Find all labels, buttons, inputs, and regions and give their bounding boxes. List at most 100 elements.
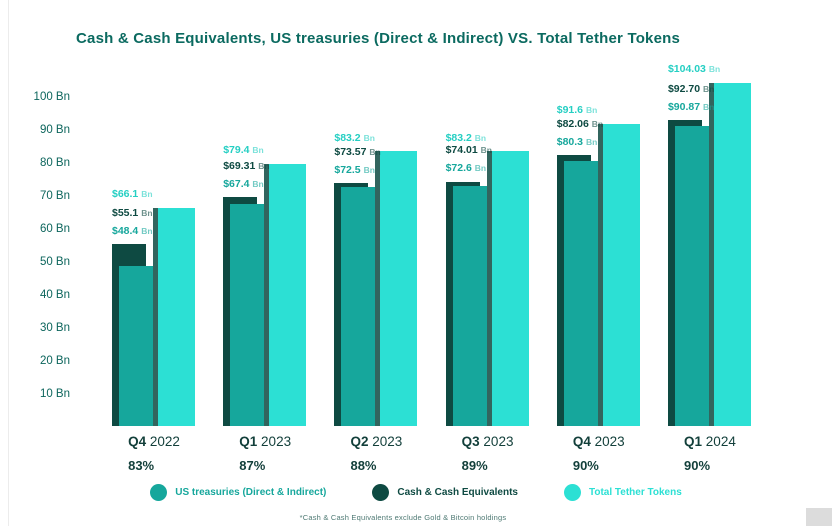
x-axis-label-inner: Q4 2023 90%	[573, 434, 625, 473]
value-label-treasuries: $72.6 Bn	[445, 162, 487, 175]
value-label-cash: $73.57 Bn	[334, 145, 381, 158]
y-tick-30: 30 Bn	[39, 322, 70, 334]
unit-label: Bn	[369, 146, 381, 157]
x-axis-label-inner: Q1 2023 87%	[239, 434, 291, 473]
bar-us-treasuries	[230, 203, 265, 426]
unit-label: Bn	[141, 189, 153, 200]
x-axis-label: Q1 2023 87%	[223, 434, 307, 473]
y-tick-10: 10 Bn	[39, 388, 70, 400]
unit-label: Bn	[591, 118, 604, 129]
value-label-treasuries: $72.5 Bn	[334, 163, 375, 176]
unit-label: Bn	[585, 105, 598, 116]
quarter-label: Q1 2024	[684, 434, 736, 449]
y-tick-60: 60 Bn	[39, 223, 70, 235]
quarter-label: Q1 2023	[239, 434, 292, 449]
footnote: *Cash & Cash Equivalents exclude Gold & …	[299, 513, 507, 522]
bar-group-q4-2023: $91.6 Bn $82.06 Bn $80.3 Bn Q4 2023 90%	[556, 80, 641, 473]
unit-label: Bn	[363, 164, 375, 175]
bar-group-q3-2023: $83.2 Bn $74.01 Bn $72.6 Bn Q3 2023 89%	[445, 80, 530, 473]
value-label-cash: $69.31 Bn	[223, 159, 270, 172]
unit-label: Bn	[702, 101, 715, 112]
value-label-treasuries: $90.87 Bn	[667, 100, 715, 113]
bar-total-tether-tokens	[380, 151, 418, 426]
bar-us-treasuries	[452, 186, 487, 426]
value-label-tether: $91.6 Bn	[556, 104, 598, 117]
x-axis-label: Q2 2023 88%	[334, 434, 418, 473]
y-axis: 10 Bn 20 Bn 30 Bn 40 Bn 50 Bn 60 Bn 70 Bn 80 Bn…	[0, 80, 70, 426]
quarter-label: Q4 2022	[128, 434, 180, 449]
y-tick-80: 80 Bn	[39, 157, 70, 169]
value-label-cash: $55.1 Bn	[112, 206, 153, 219]
x-axis-label: Q1 2024 90%	[668, 434, 752, 473]
percent-label: 83%	[128, 458, 155, 473]
y-tick-50: 50 Bn	[39, 256, 70, 268]
value-label-tether: $79.4 Bn	[223, 144, 264, 157]
bar-total-tether-tokens	[269, 163, 307, 426]
legend-dot-cash	[372, 484, 390, 501]
unit-label: Bn	[363, 132, 375, 143]
bar-us-treasuries	[119, 266, 153, 426]
y-tick-70: 70 Bn	[39, 190, 70, 202]
percent-label: 87%	[239, 458, 266, 473]
legend-dot-treasuries	[150, 484, 168, 501]
bar-us-treasuries	[563, 161, 598, 426]
bar-group-q4-2022: $66.1 Bn $55.1 Bn $48.4 Bn Q4 2022 83%	[112, 80, 196, 473]
x-axis-label: Q3 2023 89%	[446, 434, 530, 473]
unit-label: Bn	[141, 225, 153, 236]
percent-label: 90%	[572, 458, 599, 473]
legend: US treasuries (Direct & Indirect) Cash &…	[0, 484, 832, 501]
bar-us-treasuries	[674, 126, 709, 426]
bar-us-treasuries	[341, 186, 376, 426]
x-axis-label-inner: Q2 2023 88%	[350, 434, 402, 473]
quarter-label: Q2 2023	[350, 434, 403, 449]
legend-dot-tether	[563, 484, 581, 501]
bar-total-tether-tokens	[602, 123, 640, 426]
unit-label: Bn	[708, 64, 721, 75]
value-label-cash: $82.06 Bn	[556, 117, 604, 130]
value-label-treasuries: $80.3 Bn	[556, 135, 598, 148]
legend-item-tether: Total Tether Tokens	[563, 484, 682, 501]
value-label-treasuries: $67.4 Bn	[223, 177, 264, 190]
y-tick-20: 20 Bn	[39, 355, 70, 367]
percent-label: 89%	[461, 458, 488, 473]
x-axis-label-inner: Q1 2024 90%	[684, 434, 736, 473]
unit-label: Bn	[252, 178, 264, 189]
value-label-tether: $66.1 Bn	[112, 188, 153, 201]
value-label-tether: $83.2 Bn	[334, 131, 375, 144]
y-tick-100: 100 Bn	[33, 91, 70, 103]
x-axis-label: Q4 2022 83%	[112, 434, 196, 473]
unit-label: Bn	[258, 160, 270, 171]
legend-item-treasuries: US treasuries (Direct & Indirect)	[150, 484, 326, 501]
y-tick-90: 90 Bn	[39, 124, 70, 136]
bar-total-tether-tokens	[158, 207, 195, 426]
unit-label: Bn	[252, 145, 264, 156]
bar-total-tether-tokens	[713, 82, 751, 426]
percent-label: 90%	[684, 458, 711, 473]
quarter-label: Q3 2023	[461, 434, 514, 449]
value-label-tether: $104.03 Bn	[667, 63, 721, 76]
value-label-treasuries: $48.4 Bn	[112, 224, 153, 237]
value-label-cash: $92.70 Bn	[667, 82, 715, 95]
bar-group-q1-2024: $104.03 Bn $92.70 Bn $90.87 Bn Q1 2024 90%	[667, 64, 752, 473]
bar-group-q1-2023: $79.4 Bn $69.31 Bn $67.4 Bn Q1 2023 87%	[223, 80, 307, 473]
unit-label: Bn	[702, 83, 715, 94]
x-axis-label: Q4 2023 90%	[557, 434, 641, 473]
percent-label: 88%	[350, 458, 377, 473]
y-tick-40: 40 Bn	[39, 289, 70, 301]
quarter-label: Q4 2023	[572, 434, 625, 449]
legend-label-tether: Total Tether Tokens	[588, 487, 682, 498]
unit-label: Bn	[474, 132, 487, 143]
scrollbar-corner	[806, 508, 832, 526]
page-edge-line	[8, 0, 9, 526]
unit-label: Bn	[585, 136, 598, 147]
x-axis-label-inner: Q3 2023 89%	[462, 434, 514, 473]
x-axis-label-inner: Q4 2022 83%	[128, 434, 180, 473]
bar-group-q2-2023: $83.2 Bn $73.57 Bn $72.5 Bn Q2 2023 88%	[334, 80, 418, 473]
legend-label-cash: Cash & Cash Equivalents	[397, 487, 518, 498]
value-label-tether: $83.2 Bn	[445, 131, 487, 144]
plot-area: 10 Bn 20 Bn 30 Bn 40 Bn 50 Bn 60 Bn 70 Bn 80 Bn…	[0, 64, 832, 473]
unit-label: Bn	[480, 145, 492, 156]
value-label-cash: $74.01 Bn	[445, 144, 492, 157]
unit-label: Bn	[474, 163, 487, 174]
